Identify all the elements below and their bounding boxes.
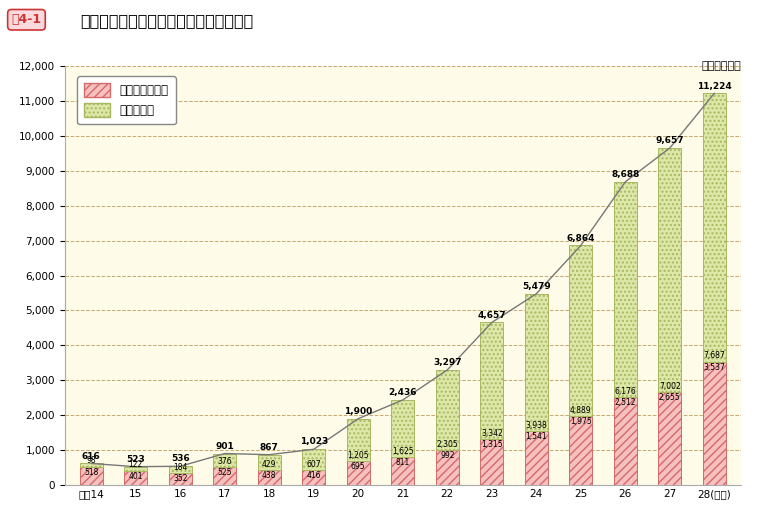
Text: 3,938: 3,938	[525, 421, 547, 430]
Text: 2,655: 2,655	[659, 393, 681, 402]
Text: 607: 607	[306, 461, 321, 470]
Text: 695: 695	[351, 462, 366, 471]
Text: 1,975: 1,975	[570, 417, 592, 426]
Bar	[347, 461, 370, 485]
Bar	[524, 294, 548, 431]
Bar	[214, 466, 236, 485]
Bar	[614, 182, 637, 398]
Bar	[124, 467, 147, 471]
Bar	[614, 398, 637, 485]
Bar	[169, 473, 192, 485]
Text: 811: 811	[396, 458, 410, 467]
Bar	[80, 463, 103, 467]
Bar	[480, 439, 503, 485]
Text: 7,002: 7,002	[659, 382, 681, 391]
Text: 518: 518	[84, 468, 99, 477]
Bar	[658, 392, 682, 485]
Text: 352: 352	[173, 474, 188, 483]
Bar	[258, 455, 281, 470]
Text: 616: 616	[82, 452, 100, 461]
Text: 1,023: 1,023	[299, 437, 328, 446]
Bar	[480, 322, 503, 439]
Text: 401: 401	[128, 472, 143, 481]
Text: 9,657: 9,657	[655, 136, 684, 145]
Text: 年度別再任用職員数（給与法適用職員）: 年度別再任用職員数（給与法適用職員）	[80, 13, 253, 28]
Bar	[169, 466, 192, 473]
Text: 98: 98	[87, 456, 96, 465]
Text: 536: 536	[171, 454, 190, 463]
Bar	[435, 450, 459, 485]
Text: 3,342: 3,342	[481, 429, 502, 438]
Bar	[703, 361, 726, 485]
Text: 1,315: 1,315	[481, 440, 502, 449]
Text: 2,305: 2,305	[436, 440, 458, 449]
Bar	[569, 245, 592, 416]
Text: 992: 992	[440, 452, 454, 461]
Text: 2,512: 2,512	[615, 399, 636, 408]
Text: 523: 523	[126, 455, 145, 464]
Bar	[703, 93, 726, 361]
Bar	[80, 467, 103, 485]
Text: 3,297: 3,297	[433, 358, 461, 367]
Text: 11,224: 11,224	[697, 82, 732, 91]
Bar	[302, 471, 325, 485]
Bar	[391, 457, 414, 485]
Text: 8,688: 8,688	[611, 170, 639, 179]
Text: 1,900: 1,900	[344, 407, 372, 416]
Text: 122: 122	[128, 460, 143, 469]
Text: 6,176: 6,176	[614, 387, 636, 396]
Bar	[214, 454, 236, 466]
Text: 1,205: 1,205	[347, 450, 369, 460]
Text: 429: 429	[262, 460, 277, 469]
Text: 7,687: 7,687	[704, 351, 725, 360]
Bar	[302, 449, 325, 471]
Bar	[569, 416, 592, 485]
Text: 3,537: 3,537	[703, 363, 725, 372]
Text: 1,625: 1,625	[392, 447, 413, 456]
Bar	[658, 148, 682, 392]
Text: 525: 525	[217, 467, 232, 476]
Bar	[347, 419, 370, 461]
Text: 901: 901	[215, 441, 234, 450]
Text: 4,889: 4,889	[570, 406, 591, 415]
Text: 867: 867	[260, 443, 279, 452]
Legend: フルタイム勤務, 短時間勤務: フルタイム勤務, 短時間勤務	[78, 76, 176, 124]
Text: 438: 438	[262, 471, 277, 480]
Bar	[435, 370, 459, 450]
Text: 416: 416	[306, 472, 321, 481]
Text: 2,436: 2,436	[388, 388, 417, 397]
Text: 围4-1: 围4-1	[11, 13, 42, 26]
Text: 376: 376	[217, 456, 232, 465]
Text: （単位：人）: （単位：人）	[701, 61, 741, 71]
Text: 184: 184	[173, 463, 188, 472]
Bar	[524, 431, 548, 485]
Bar	[124, 471, 147, 485]
Text: 1,541: 1,541	[525, 432, 547, 441]
Bar	[391, 400, 414, 457]
Text: 6,864: 6,864	[566, 234, 595, 243]
Text: 5,479: 5,479	[522, 282, 551, 291]
Bar	[258, 470, 281, 485]
Text: 4,657: 4,657	[477, 311, 506, 320]
